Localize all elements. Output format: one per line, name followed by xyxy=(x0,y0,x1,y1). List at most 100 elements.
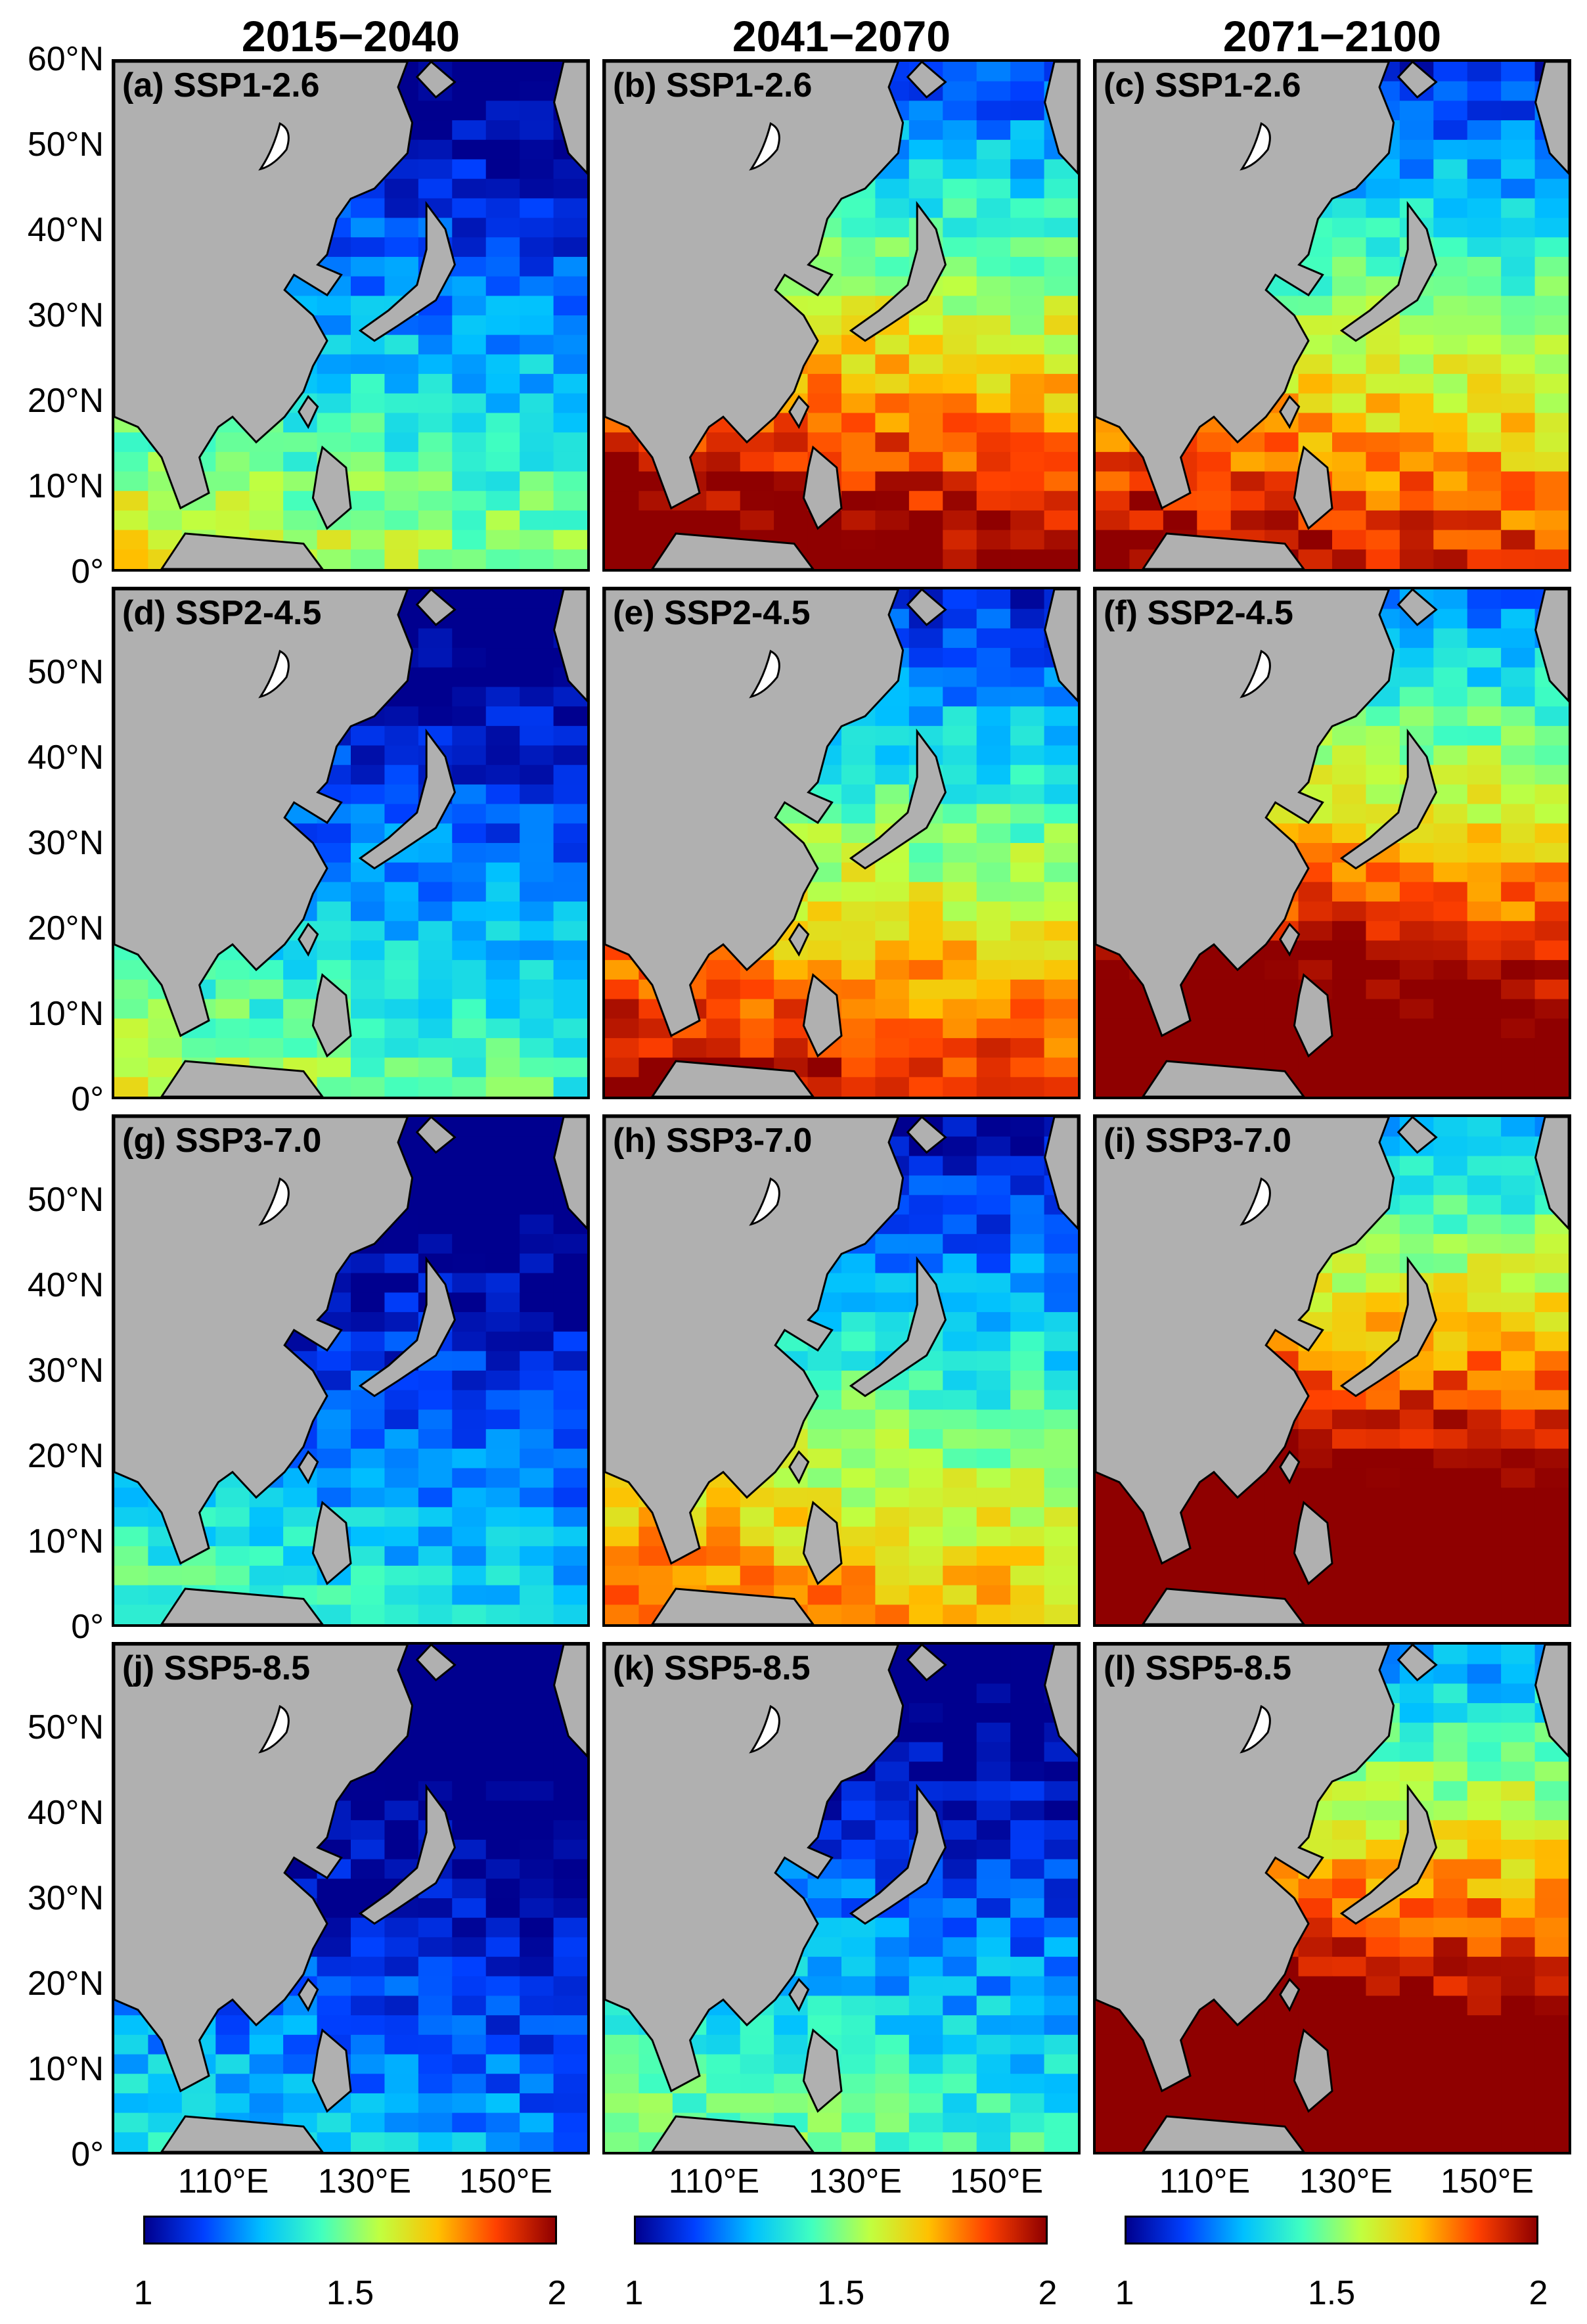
field-cell xyxy=(485,101,521,122)
field-cell xyxy=(452,1292,487,1313)
field-cell xyxy=(605,1585,640,1606)
field-cell xyxy=(1010,960,1045,980)
field-cell xyxy=(976,2054,1012,2075)
field-cell xyxy=(1044,882,1078,903)
map-panel: (d) SSP2-4.5 xyxy=(112,587,590,1099)
field-map xyxy=(1096,589,1569,1097)
field-cell xyxy=(384,940,419,961)
field-cell xyxy=(1501,901,1536,922)
field-cell xyxy=(114,549,149,569)
field-cell xyxy=(452,1898,487,1919)
field-cell xyxy=(605,471,640,492)
field-cell xyxy=(351,1879,386,1899)
field-cell xyxy=(1399,2074,1435,2094)
field-cell xyxy=(1433,1156,1468,1177)
field-cell xyxy=(976,1565,1012,1586)
field-cell xyxy=(875,862,910,883)
field-cell xyxy=(1399,334,1435,355)
field-cell xyxy=(976,1507,1012,1528)
field-cell xyxy=(1501,960,1536,980)
field-cell xyxy=(351,784,386,805)
field-cell xyxy=(1010,1664,1045,1685)
field-cell xyxy=(1230,2074,1266,2094)
field-cell xyxy=(1366,1976,1400,1997)
island-shape xyxy=(1240,122,1271,171)
field-cell xyxy=(1096,491,1130,511)
field-cell xyxy=(1433,101,1468,122)
field-cell xyxy=(1010,1645,1045,1665)
field-cell xyxy=(317,1957,351,1977)
map-panel: (i) SSP3-7.0 xyxy=(1093,1114,1571,1627)
field-cell xyxy=(1264,1546,1299,1566)
island-shape xyxy=(258,1177,290,1226)
field-cell xyxy=(452,960,487,980)
field-cell xyxy=(807,921,842,942)
field-cell xyxy=(317,901,351,922)
field-cell xyxy=(1501,1292,1536,1313)
field-cell xyxy=(1096,1546,1130,1566)
field-cell xyxy=(351,549,386,569)
field-cell xyxy=(485,1371,521,1391)
field-cell xyxy=(1501,706,1536,727)
field-cell xyxy=(1399,179,1435,199)
field-cell xyxy=(215,960,250,980)
field-cell xyxy=(418,1917,453,1938)
field-cell xyxy=(841,1409,876,1430)
field-map xyxy=(114,1645,587,2152)
field-cell xyxy=(1433,413,1468,434)
field-cell xyxy=(418,1234,453,1254)
field-cell xyxy=(1332,1605,1367,1624)
field-cell xyxy=(1534,2132,1569,2152)
field-cell xyxy=(384,2112,419,2133)
field-cell xyxy=(1010,1526,1045,1547)
field-cell xyxy=(1332,393,1367,414)
field-cell xyxy=(706,1526,741,1547)
field-cell xyxy=(1433,217,1468,239)
field-cell xyxy=(1501,101,1536,122)
field-cell xyxy=(1332,1957,1367,1977)
field-cell xyxy=(1433,120,1468,141)
field-cell xyxy=(452,1018,487,1039)
field-cell xyxy=(1044,940,1078,961)
field-cell xyxy=(351,276,386,297)
field-cell xyxy=(875,179,910,199)
field-cell xyxy=(605,1565,640,1586)
field-cell xyxy=(384,1507,419,1528)
field-cell xyxy=(875,1037,910,1059)
field-cell xyxy=(418,843,453,863)
field-cell xyxy=(875,413,910,434)
field-cell xyxy=(1010,1879,1045,1899)
field-cell xyxy=(452,1371,487,1391)
field-cell xyxy=(1467,1917,1502,1938)
field-cell xyxy=(1501,159,1536,180)
field-cell xyxy=(976,1077,1012,1097)
field-cell xyxy=(1433,1526,1468,1547)
field-cell xyxy=(1332,1448,1367,1469)
field-cell xyxy=(1010,276,1045,297)
field-cell xyxy=(1399,1409,1435,1430)
field-cell xyxy=(976,1390,1012,1411)
field-cell xyxy=(317,374,351,394)
land-shape xyxy=(311,445,352,530)
map-panel: (e) SSP2-4.5 xyxy=(602,587,1081,1099)
field-cell xyxy=(452,1390,487,1411)
field-cell xyxy=(908,843,944,863)
field-cell xyxy=(976,198,1012,219)
field-cell xyxy=(1044,1390,1078,1411)
panel-label: (j) SSP5-8.5 xyxy=(122,1649,311,1687)
land-shape xyxy=(358,1783,456,1925)
field-cell xyxy=(1044,1037,1078,1059)
field-cell xyxy=(1096,2093,1130,2114)
field-cell xyxy=(1332,354,1367,375)
latitude-label: 30°N xyxy=(27,1879,104,1917)
field-cell xyxy=(1129,2093,1164,2114)
field-cell xyxy=(384,1018,419,1039)
field-cell xyxy=(418,1742,453,1763)
field-cell xyxy=(1534,1390,1569,1411)
field-cell xyxy=(841,1546,876,1566)
field-cell xyxy=(384,765,419,785)
field-cell xyxy=(943,1859,977,1880)
field-cell xyxy=(418,159,453,180)
field-cell xyxy=(1010,1839,1045,1860)
field-cell xyxy=(553,1234,587,1254)
